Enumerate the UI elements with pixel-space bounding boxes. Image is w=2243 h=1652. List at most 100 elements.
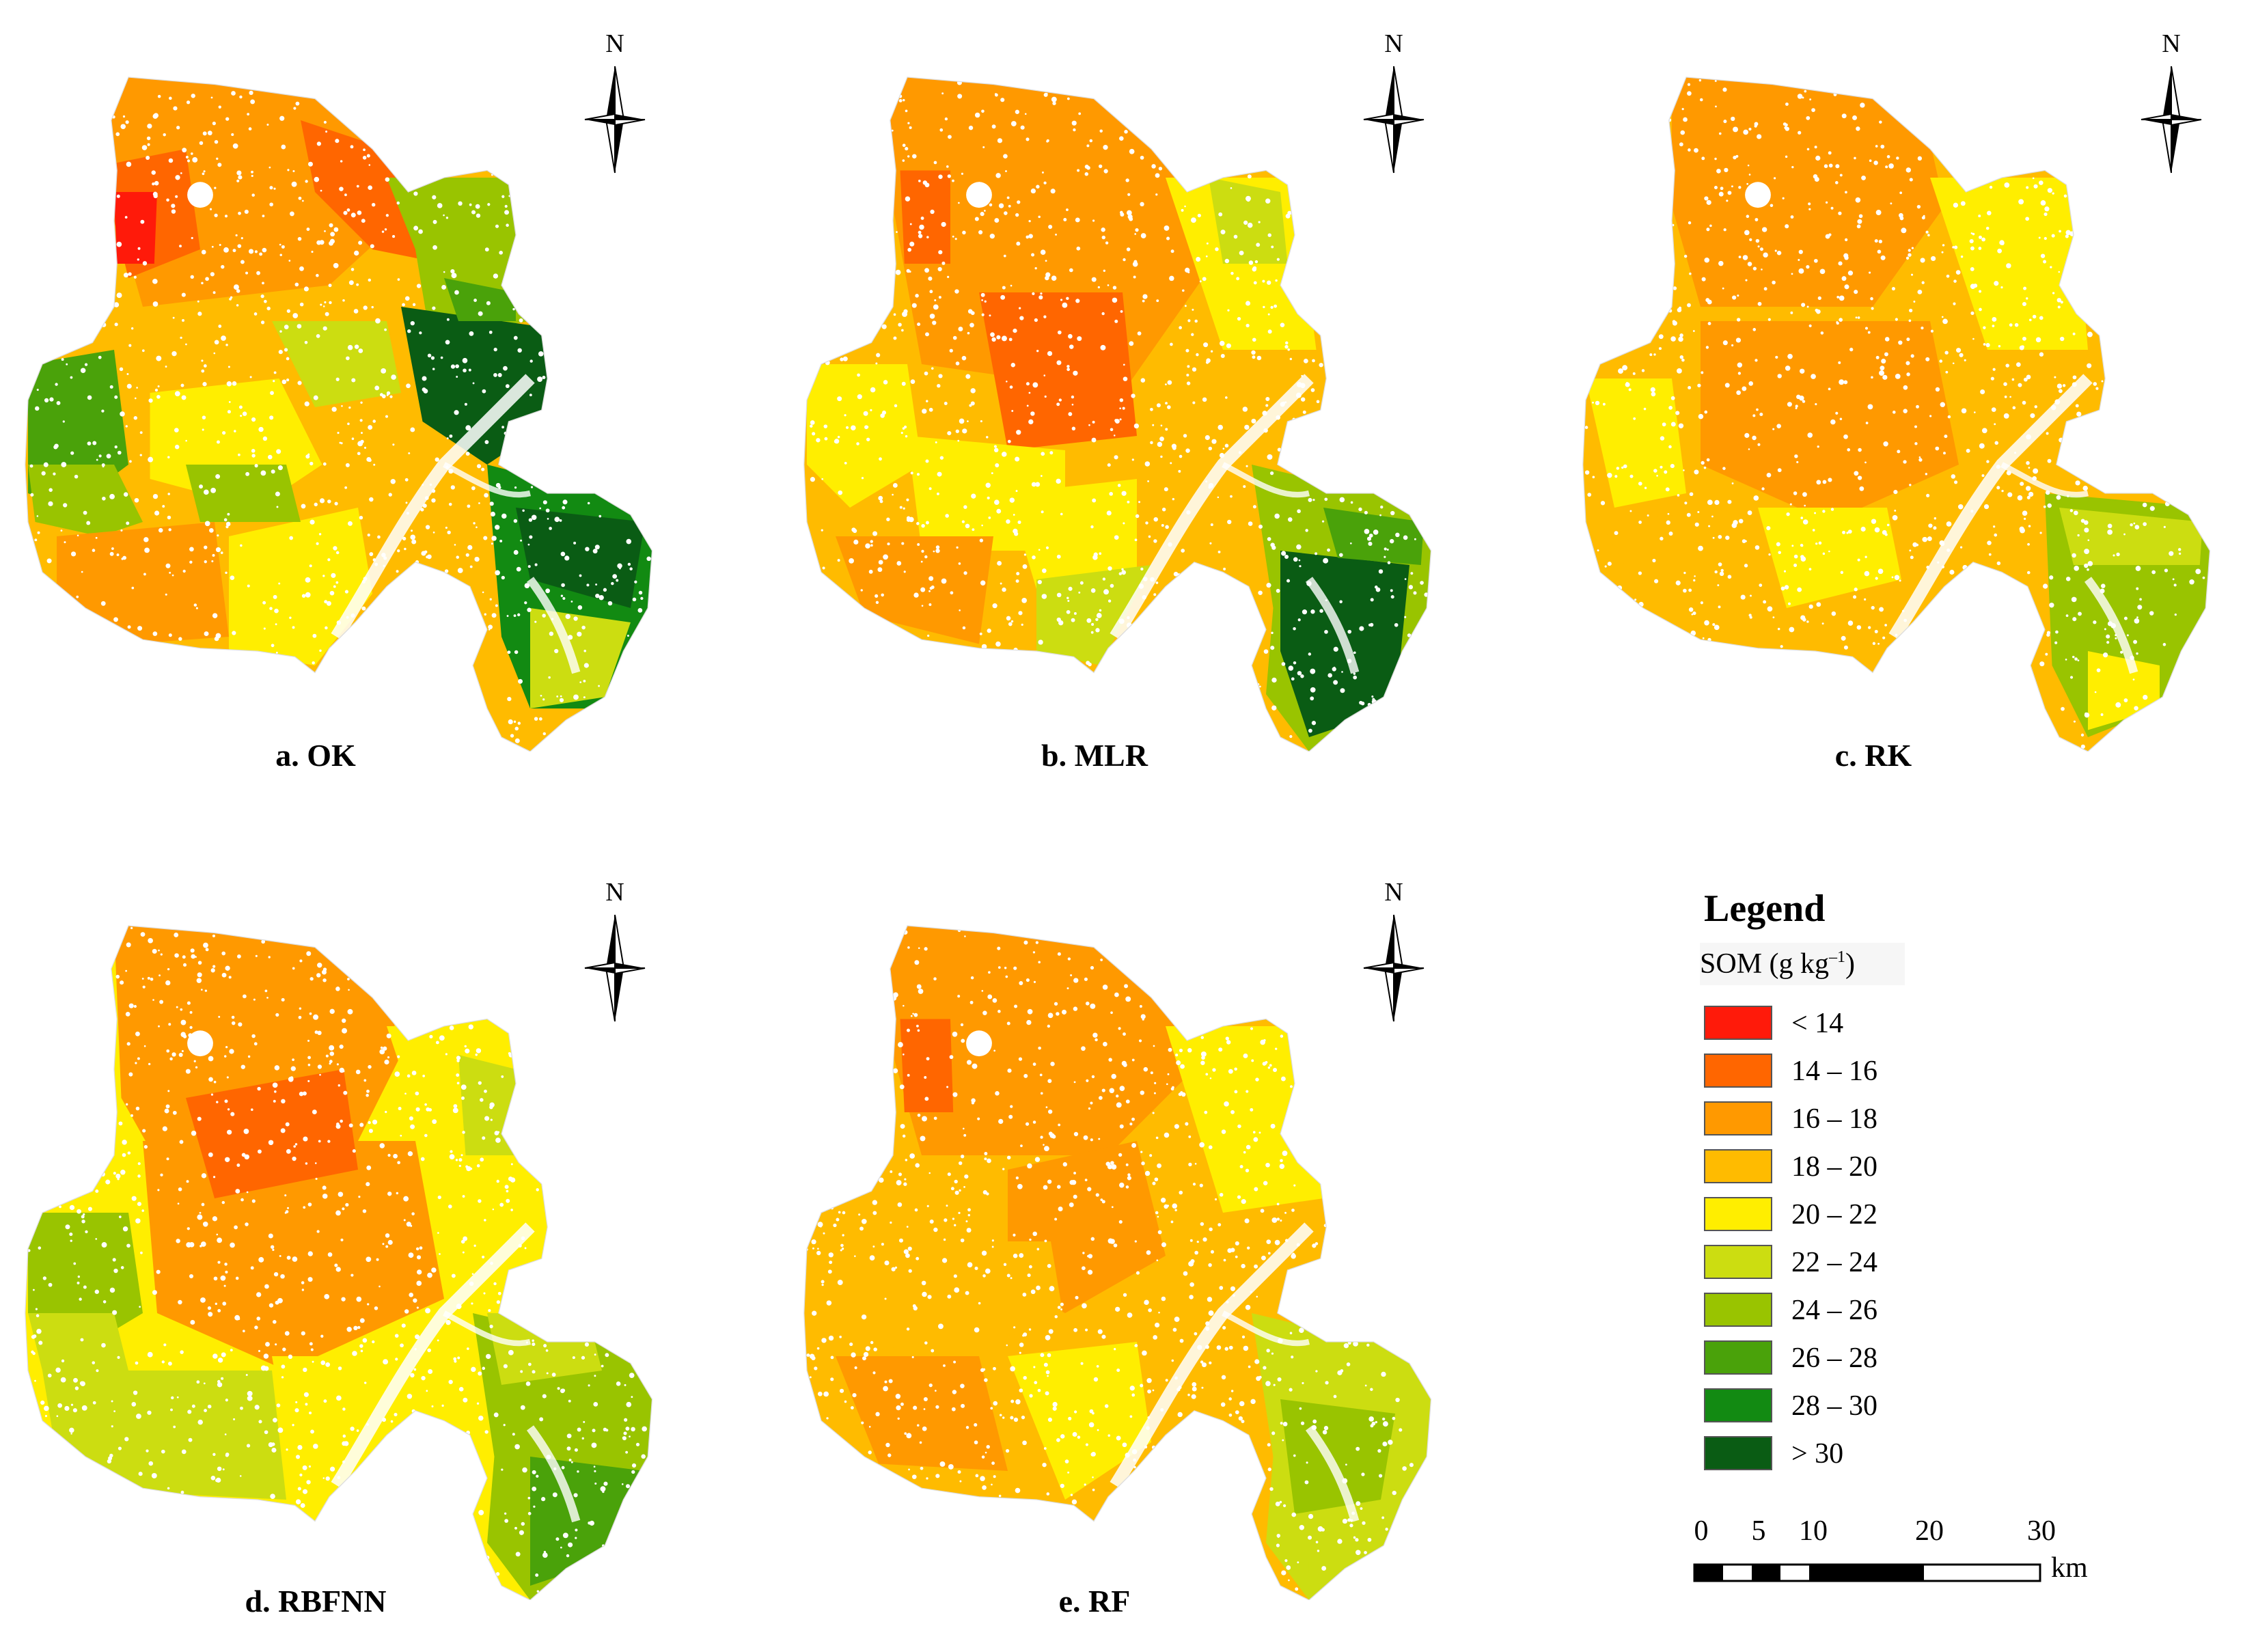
som-map-ok [25, 77, 653, 752]
som-zone [114, 192, 157, 264]
legend-label: 14 – 16 [1791, 1056, 1877, 1087]
som-zone [529, 1457, 645, 1586]
som-zone [186, 1069, 358, 1198]
som-zone [1280, 1399, 1395, 1514]
scale-bar-segment [1809, 1565, 1924, 1581]
som-zone [1036, 564, 1151, 665]
settlement-speckles [29, 90, 651, 743]
legend-swatch [1704, 1245, 1772, 1279]
settlement-speckles [810, 80, 1429, 739]
north-arrow: N [1332, 30, 1455, 180]
scale-tick-label: 10 [1799, 1515, 1828, 1547]
legend-label: 18 – 20 [1791, 1151, 1877, 1183]
som-zone [1672, 77, 1944, 307]
scale-tick-label: 5 [1751, 1515, 1766, 1547]
som-zone [142, 1141, 444, 1371]
som-map-rf [803, 925, 1432, 1600]
som-map-mlr [803, 77, 1432, 752]
legend-swatch [1704, 1436, 1772, 1470]
settlement-speckles [27, 926, 647, 1593]
legend-label: 22 – 24 [1791, 1247, 1877, 1278]
north-label: N [605, 29, 624, 58]
som-zone [1600, 507, 1772, 637]
legend-swatch [1704, 1149, 1772, 1183]
legend-item: 26 – 28 [1704, 1339, 1977, 1377]
som-zone [28, 465, 143, 536]
scale-bar-graphic [1693, 1563, 2041, 1582]
scale-tick-label: 0 [1694, 1515, 1709, 1547]
som-zone [836, 1356, 1008, 1471]
som-zone [2059, 507, 2203, 565]
legend-item: 14 – 16 [1704, 1052, 1977, 1090]
compass-icon [584, 66, 646, 174]
som-zone [1008, 1342, 1151, 1500]
compass-icon [1363, 66, 1425, 174]
legend-item: 16 – 18 [1704, 1100, 1977, 1138]
legend-swatch [1704, 1388, 1772, 1422]
compass-icon [584, 914, 646, 1022]
map-panel-ok [14, 34, 697, 752]
som-zone [900, 170, 950, 264]
map-panel-mlr [793, 34, 1476, 752]
legend-item: 20 – 22 [1704, 1196, 1977, 1234]
som-zone [529, 607, 631, 708]
legend-subtitle-text: SOM (g kg [1700, 948, 1830, 980]
legend-label: 28 – 30 [1791, 1390, 1877, 1422]
legend-label: 20 – 22 [1791, 1199, 1877, 1230]
scale-tick-label: 20 [1915, 1515, 1944, 1547]
north-label: N [2162, 29, 2181, 58]
north-label: N [1384, 878, 1403, 907]
panel-caption-ok: a. OK [275, 738, 356, 773]
compass-icon [2141, 66, 2202, 174]
som-zone [42, 1371, 286, 1500]
som-map-rbfnn [25, 925, 653, 1600]
legend-label: < 14 [1791, 1008, 1844, 1039]
som-zone [900, 1019, 954, 1112]
legend-swatch [1704, 1054, 1772, 1088]
legend-swatch [1704, 1101, 1772, 1135]
som-zone [458, 1055, 516, 1155]
som-zone [444, 277, 516, 321]
north-arrow: N [553, 30, 676, 180]
north-arrow: N [2110, 30, 2233, 180]
som-zone [836, 536, 993, 644]
panel-caption-rbfnn: d. RBFNN [245, 1584, 387, 1619]
legend-label: 24 – 26 [1791, 1295, 1877, 1326]
legend-item: 28 – 30 [1704, 1387, 1977, 1425]
legend-subtitle: SOM (g kg–1) [1700, 943, 1905, 985]
som-zone [1309, 1514, 1381, 1586]
legend-swatch [1704, 1293, 1772, 1327]
north-arrow: N [553, 879, 676, 1029]
scale-unit: km [2051, 1552, 2088, 1584]
compass-icon [1363, 914, 1425, 1022]
map-panel-rk [1571, 34, 2243, 752]
som-zone [979, 292, 1137, 450]
legend-label: 16 – 18 [1791, 1103, 1877, 1135]
legend-swatch [1704, 1340, 1772, 1375]
legend-item: < 14 [1704, 1004, 1977, 1043]
legend-item: > 30 [1704, 1435, 1977, 1473]
scale-bar-segment [1752, 1565, 1780, 1581]
som-zone [879, 926, 1194, 1155]
legend: Legend SOM (g kg–1) < 14 14 – 16 16 – 18… [1694, 887, 2118, 1502]
panel-caption-rk: c. RK [1834, 738, 1912, 773]
som-map-rk [1582, 77, 2211, 752]
north-arrow: N [1332, 879, 1455, 1029]
settlement-speckles [806, 928, 1414, 1591]
legend-label: > 30 [1791, 1438, 1844, 1470]
north-label: N [605, 878, 624, 907]
settlement-speckles [1584, 79, 2205, 749]
scale-tick-label: 30 [2027, 1515, 2056, 1547]
panel-caption-rf: e. RF [1058, 1584, 1131, 1619]
legend-swatch [1704, 1197, 1772, 1231]
som-zone [186, 465, 301, 522]
legend-label: 26 – 28 [1791, 1343, 1877, 1374]
legend-swatch [1704, 1006, 1772, 1040]
map-panel-rf [793, 883, 1476, 1600]
legend-subtitle-close: ) [1845, 948, 1856, 980]
map-panel-rbfnn [14, 883, 697, 1600]
legend-item: 24 – 26 [1704, 1291, 1977, 1330]
panel-caption-mlr: b. MLR [1041, 738, 1148, 773]
legend-item: 22 – 24 [1704, 1243, 1977, 1282]
som-zone [57, 521, 229, 644]
